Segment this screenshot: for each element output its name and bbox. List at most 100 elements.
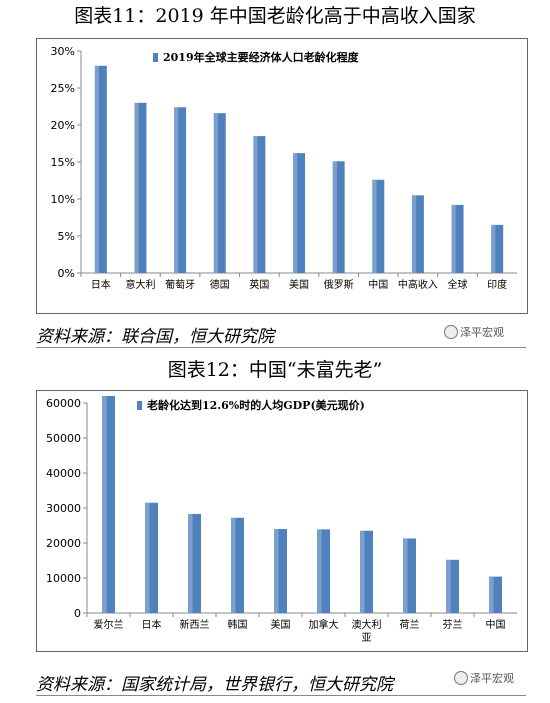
x-tick-label: 全球 [448, 278, 468, 291]
bar [491, 224, 504, 273]
y-tick-label: 0% [58, 267, 75, 280]
x-tick-label: 日本 [91, 278, 111, 291]
chart2-svg: 0 10000 20000 30000 40000 50000 60000 老龄化达到12.6… [46, 396, 517, 644]
chart1-panel: 0% 5% 10% 15% 20% 25% 30% 2019年全球主要经济体人口老龄化程度 日本… [36, 38, 528, 314]
y-tick-label: 15% [51, 156, 75, 169]
bar [403, 538, 416, 613]
y-tick-label: 50000 [46, 432, 81, 445]
x-tick-label: 德国 [210, 278, 230, 291]
bar-highlight [274, 529, 279, 613]
bar [372, 179, 385, 273]
bar-highlight [317, 529, 322, 613]
bar-highlight [411, 195, 417, 273]
x-tick-label: 新西兰 [180, 618, 210, 631]
x-tick-label: 亚 [362, 633, 372, 644]
bar-group [411, 195, 424, 273]
watermark-text: 泽平宏观 [460, 326, 504, 339]
bar [411, 195, 424, 273]
bar-group [446, 559, 459, 613]
bar-group [188, 513, 201, 613]
y-tick-label: 5% [58, 230, 75, 243]
x-tick-label: 美国 [271, 618, 291, 631]
chart2-source: 资料来源：国家统计局，世界银行，恒大研究院 [36, 675, 393, 695]
chart2-panel: 0 10000 20000 30000 40000 50000 60000 老龄化达到12.6… [36, 390, 528, 652]
x-tick-label: 中高收入 [398, 278, 438, 291]
bar [213, 113, 226, 273]
x-tick-label: 韩国 [228, 618, 248, 631]
x-tick-label: 英国 [249, 278, 269, 291]
bar [451, 204, 464, 273]
bar-group [332, 161, 345, 273]
y-tick-label: 20000 [46, 537, 81, 550]
y-tick-label: 10% [51, 193, 75, 206]
bar-highlight [102, 396, 107, 613]
bar-highlight [293, 153, 298, 273]
bar-group [403, 538, 416, 613]
x-tick-label: 中国 [486, 618, 506, 631]
x-tick-label: 俄罗斯 [324, 278, 354, 291]
chart1-title: 图表11：2019 年中国老龄化高于中高收入国家 [74, 5, 476, 27]
chart1-source: 资料来源：联合国，恒大研究院 [36, 327, 274, 347]
bar-group [213, 113, 226, 273]
bar [360, 530, 373, 613]
bar-group [491, 224, 504, 273]
x-tick-label: 葡萄牙 [165, 278, 195, 291]
y-tick-label: 25% [51, 82, 75, 95]
bar-highlight [145, 502, 150, 613]
legend-label: 老龄化达到12.6%时的人均GDP(美元现价) [146, 398, 365, 412]
bar-group [134, 102, 147, 273]
x-tick-label: 爱尔兰 [94, 618, 124, 631]
bar-highlight [188, 513, 193, 613]
wechat-logo-icon [454, 671, 468, 685]
bar [102, 396, 115, 613]
bar-group [174, 107, 187, 274]
bar-group [231, 517, 244, 613]
y-tick-label: 10000 [46, 572, 81, 585]
x-tick-label: 加拿大 [309, 618, 339, 631]
bar [274, 529, 287, 613]
chart2-title: 图表12：中国“未富先老” [167, 359, 383, 381]
bar-highlight [174, 107, 179, 274]
bar [134, 102, 147, 273]
divider [36, 347, 526, 348]
bar-highlight [446, 559, 451, 613]
y-tick-label: 30% [51, 45, 75, 58]
legend-swatch [153, 53, 158, 62]
divider [36, 695, 526, 696]
bar-group [451, 204, 464, 273]
bar-highlight [94, 65, 100, 273]
bar-group [102, 396, 115, 613]
y-tick-label: 30000 [46, 502, 81, 515]
y-tick-label: 60000 [46, 397, 81, 410]
bar-highlight [372, 179, 377, 273]
bar [489, 576, 502, 613]
bar-group [489, 576, 502, 613]
bar-group [274, 529, 287, 613]
bar-group [360, 530, 373, 613]
bar [293, 153, 305, 273]
bar-group [372, 179, 385, 273]
bar-group [293, 153, 305, 273]
bar-highlight [451, 204, 456, 273]
bar [188, 513, 201, 613]
watermark-text: 泽平宏观 [470, 672, 514, 685]
bar [231, 517, 244, 613]
bar-highlight [403, 538, 408, 613]
x-tick-label: 澳大利 [352, 618, 382, 631]
bar-group [94, 65, 107, 273]
y-tick-label: 20% [51, 119, 75, 132]
wechat-logo-icon [444, 325, 458, 339]
bar-highlight [332, 161, 337, 273]
x-tick-label: 荷兰 [400, 618, 420, 631]
bar-highlight [491, 224, 496, 273]
bar [253, 136, 266, 273]
legend-swatch [137, 401, 142, 410]
bar-highlight [134, 102, 139, 273]
bar [332, 161, 345, 273]
bar [94, 65, 107, 273]
x-tick-label: 印度 [487, 278, 507, 291]
bar [174, 107, 187, 274]
bar-highlight [213, 113, 218, 273]
bar-highlight [360, 530, 365, 613]
bar [145, 502, 158, 613]
